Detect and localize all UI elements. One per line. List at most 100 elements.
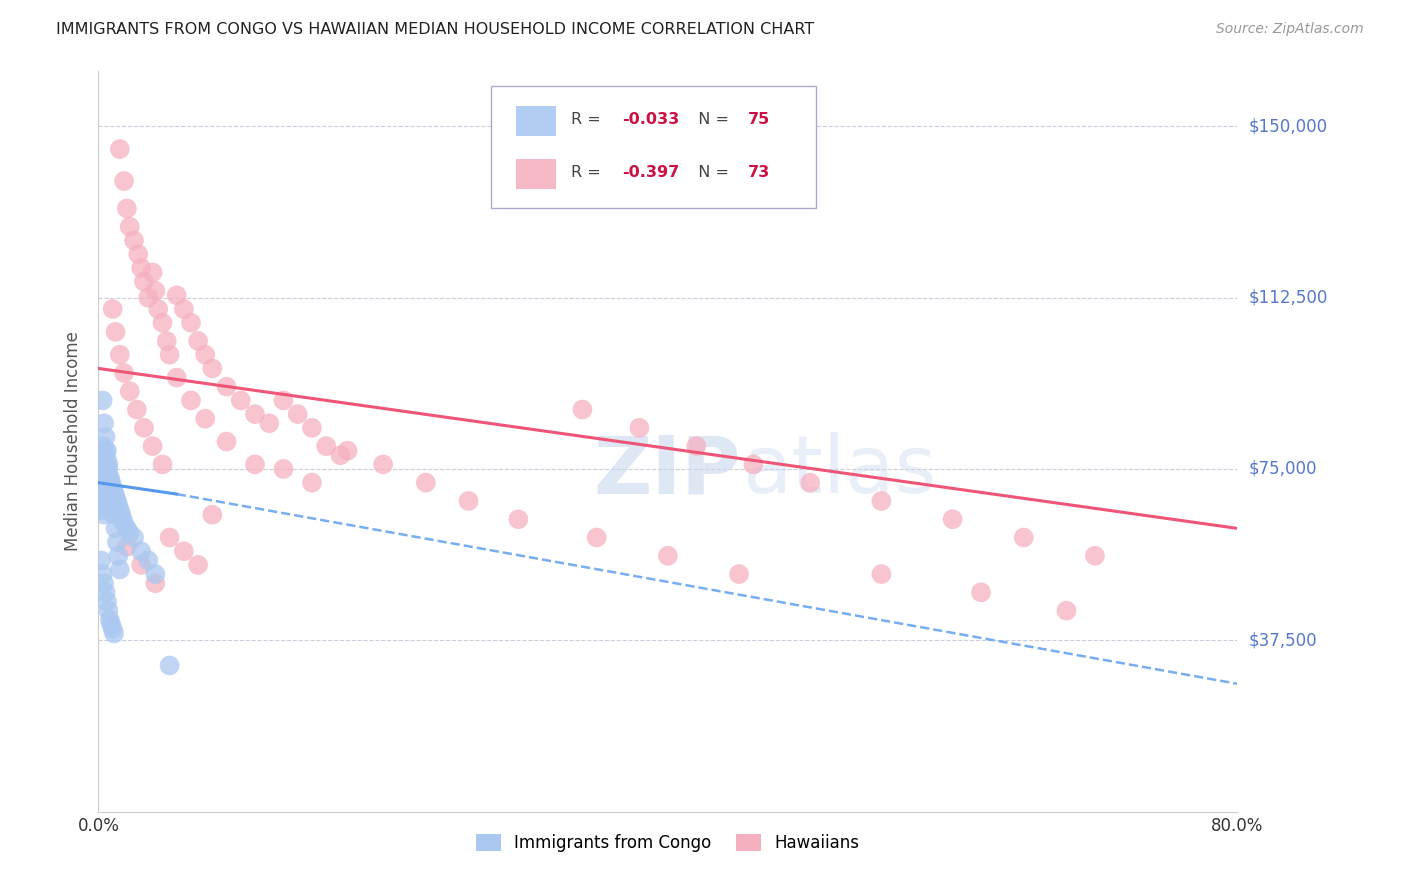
Point (90, 467, 112, 481)
Point (108, 348, 131, 362)
Point (373, 458, 395, 472)
Point (799, 475, 821, 490)
Point (194, 411, 217, 425)
Point (508, 512, 530, 526)
Point (141, 439, 163, 453)
Point (136, 553, 159, 567)
Point (103, 499, 125, 513)
FancyBboxPatch shape (516, 160, 557, 189)
Text: 75: 75 (748, 112, 770, 127)
Text: $75,000: $75,000 (1249, 460, 1317, 478)
Point (159, 348, 181, 362)
Point (94, 471, 117, 485)
Point (101, 494, 124, 508)
Point (129, 260, 152, 275)
Point (118, 525, 141, 540)
Point (93, 475, 115, 490)
Point (115, 202, 138, 216)
Point (96, 443, 118, 458)
Text: $150,000: $150,000 (1249, 117, 1327, 136)
Point (112, 174, 135, 188)
Text: N =: N = (689, 112, 734, 127)
Point (243, 407, 266, 421)
Point (100, 489, 122, 503)
Y-axis label: Median Household Income: Median Household Income (65, 332, 83, 551)
Point (90, 553, 112, 567)
Point (194, 348, 217, 362)
Point (89, 462, 111, 476)
Point (136, 291, 159, 305)
Point (273, 462, 295, 476)
Point (173, 544, 195, 558)
Point (166, 370, 188, 384)
Point (1056, 604, 1078, 618)
Point (94, 499, 117, 513)
Point (94, 443, 117, 458)
Point (98, 471, 121, 485)
Text: R =: R = (571, 112, 606, 127)
Point (152, 458, 174, 472)
Point (93, 508, 115, 522)
Point (415, 475, 437, 490)
Point (273, 393, 295, 408)
Point (98, 471, 121, 485)
Point (180, 393, 202, 408)
Text: ZIP: ZIP (593, 432, 741, 510)
Point (97, 604, 120, 618)
Point (96, 594, 118, 608)
Point (132, 421, 155, 435)
Point (93, 462, 115, 476)
Point (94, 430, 117, 444)
Point (942, 512, 965, 526)
Point (122, 234, 145, 248)
Point (215, 434, 238, 449)
Point (301, 421, 323, 435)
FancyBboxPatch shape (491, 87, 815, 209)
Point (93, 489, 115, 503)
Point (89, 494, 111, 508)
Point (97, 489, 120, 503)
Point (94, 585, 117, 599)
Legend: Immigrants from Congo, Hawaiians: Immigrants from Congo, Hawaiians (470, 828, 866, 859)
Point (108, 503, 131, 517)
Point (229, 393, 252, 408)
Point (96, 467, 118, 481)
Point (89, 475, 111, 490)
Point (187, 558, 209, 572)
Point (870, 494, 893, 508)
Point (100, 617, 122, 632)
Point (91, 439, 114, 453)
Point (657, 549, 679, 563)
Point (96, 480, 118, 494)
Point (129, 544, 152, 558)
Point (145, 567, 167, 582)
Point (96, 452, 118, 467)
Point (111, 512, 134, 526)
Point (685, 439, 707, 453)
Point (127, 247, 149, 261)
Point (101, 494, 124, 508)
Point (742, 458, 765, 472)
Point (145, 284, 167, 298)
Point (180, 316, 202, 330)
Point (91, 503, 114, 517)
Point (870, 567, 893, 582)
Point (215, 380, 238, 394)
Point (101, 301, 124, 316)
Point (93, 448, 115, 462)
Text: atlas: atlas (742, 432, 936, 510)
Point (104, 489, 127, 503)
Point (110, 508, 132, 522)
Point (94, 458, 117, 472)
Point (93, 417, 115, 431)
Text: $112,500: $112,500 (1249, 289, 1327, 307)
Point (159, 531, 181, 545)
Point (457, 494, 479, 508)
Point (101, 480, 124, 494)
Point (159, 658, 181, 673)
Point (122, 531, 145, 545)
Point (1084, 549, 1107, 563)
Point (104, 325, 127, 339)
Point (112, 366, 135, 380)
Point (336, 443, 359, 458)
